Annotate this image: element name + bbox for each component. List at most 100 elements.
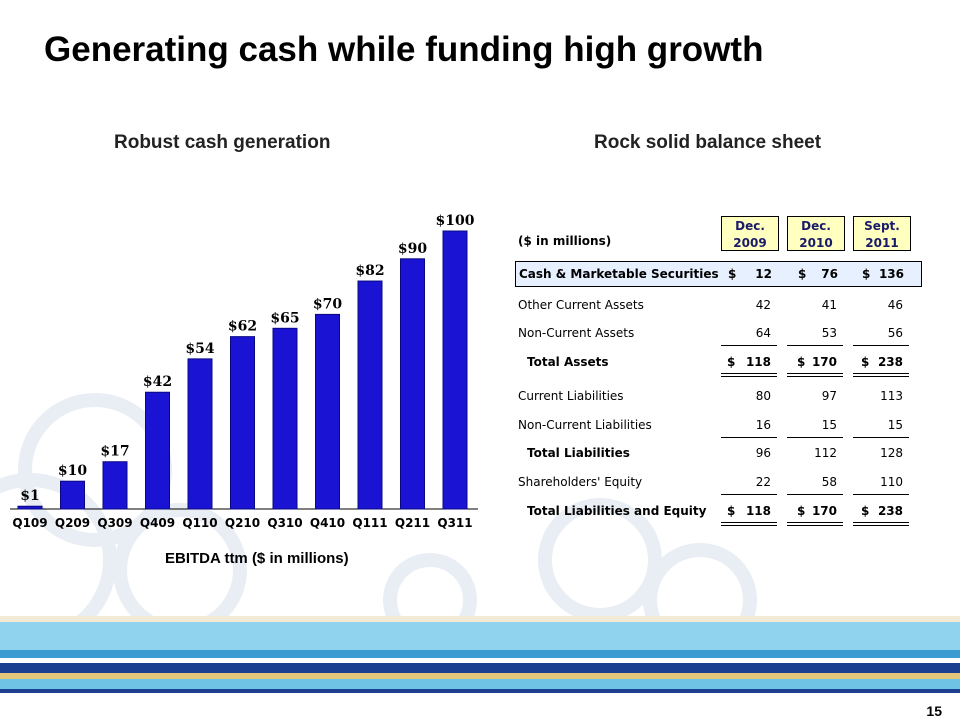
column-header-line1: Sept. (864, 219, 900, 233)
cell-2010: 15 (821, 418, 837, 432)
column-header-line2: 2009 (733, 236, 767, 250)
row-label: Other Current Assets (518, 298, 644, 312)
subtotal-rule (721, 494, 777, 495)
column-header-line1: Dec. (735, 219, 765, 233)
cell-2009: 16 (755, 418, 771, 432)
cell-2009: 96 (755, 446, 771, 460)
bar-Q311 (442, 230, 468, 510)
table-row-non-current-assets: Non-Current Assets 64 53 56 (515, 323, 920, 343)
data-label-Q309: $17 (100, 444, 129, 460)
data-label-Q310: $65 (270, 310, 299, 326)
tick-label-Q211: Q211 (395, 516, 430, 530)
tick-label-Q409: Q409 (140, 516, 175, 530)
tick-label-Q311: Q311 (437, 516, 472, 530)
total-double-rule (721, 373, 777, 377)
total-double-rule (787, 522, 843, 526)
subtotal-rule (721, 345, 777, 346)
data-label-Q311: $100 (436, 213, 475, 229)
cell-2011: 128 (880, 446, 903, 460)
data-label-Q110: $54 (185, 341, 214, 357)
cell-2010: 97 (821, 389, 837, 403)
row-label: Non-Current Assets (518, 326, 635, 340)
cell-2011: 110 (880, 475, 903, 489)
cell-2011: 46 (887, 298, 903, 312)
cell-2011: 113 (880, 389, 903, 403)
data-label-Q410: $70 (313, 296, 342, 312)
table-row-total-assets: Total Assets $118 $170 $238 (515, 352, 920, 372)
data-label-Q109: $1 (20, 488, 39, 504)
units-label: ($ in millions) (518, 234, 612, 248)
column-header-line1: Dec. (801, 219, 831, 233)
cell-2010: $76 (798, 267, 838, 281)
cell-2010: 41 (821, 298, 837, 312)
slide-title: Generating cash while funding high growt… (44, 30, 764, 69)
row-label: Total Liabilities (527, 446, 630, 460)
cell-2010: 112 (814, 446, 837, 460)
row-label: Total Assets (527, 355, 609, 369)
column-header-dec-2010: Dec. 2010 (787, 216, 845, 251)
table-row-non-current-liabilities: Non-Current Liabilities 16 15 15 (515, 415, 920, 435)
cell-2009: 42 (755, 298, 771, 312)
data-label-Q409: $42 (143, 374, 172, 390)
row-label: Cash & Marketable Securities (519, 267, 719, 281)
data-label-Q209: $10 (58, 463, 87, 479)
tick-label-Q410: Q410 (310, 516, 345, 530)
cell-2010: 58 (821, 475, 837, 489)
table-row-total-liabilities-equity: Total Liabilities and Equity $118 $170 $… (515, 501, 920, 521)
cell-2010: $170 (797, 504, 837, 518)
cell-2009: 64 (755, 326, 771, 340)
cell-2011: $136 (862, 267, 904, 281)
table-row-total-liabilities: Total Liabilities 96 112 128 (515, 443, 920, 463)
chart-heading: Robust cash generation (114, 132, 331, 153)
cell-2011: $238 (861, 355, 903, 369)
cell-2011: $238 (861, 504, 903, 518)
subtotal-rule (787, 494, 843, 495)
tick-label-Q110: Q110 (182, 516, 217, 530)
cell-2010: 53 (821, 326, 837, 340)
bar-Q111 (357, 280, 383, 510)
tick-label-Q210: Q210 (225, 516, 260, 530)
total-double-rule (853, 522, 909, 526)
tick-label-Q111: Q111 (352, 516, 387, 530)
bar-Q410 (315, 313, 340, 510)
column-header-line2: 2010 (799, 236, 833, 250)
row-label: Current Liabilities (518, 389, 624, 403)
total-double-rule (787, 373, 843, 377)
data-label-Q111: $82 (355, 263, 384, 279)
ebitda-bar-chart: $1 Q109 $10 Q209 $17 Q309 $42 Q409 $54 Q110 $62 Q21… (10, 213, 478, 530)
cell-2011: 56 (887, 326, 903, 340)
bar-Q209 (60, 480, 85, 510)
tick-label-Q209: Q209 (55, 516, 90, 530)
cell-2009: $118 (727, 504, 771, 518)
table-row-shareholders-equity: Shareholders' Equity 22 58 110 (515, 472, 920, 492)
total-double-rule (853, 373, 909, 377)
cell-2011: 15 (887, 418, 903, 432)
tick-label-Q309: Q309 (97, 516, 132, 530)
cell-2009: $12 (728, 267, 772, 281)
bar-Q211 (400, 258, 425, 510)
column-header-sept-2011: Sept. 2011 (853, 216, 911, 251)
table-row-other-current-assets: Other Current Assets 42 41 46 (515, 295, 920, 315)
subtotal-rule (721, 437, 777, 438)
row-label: Total Liabilities and Equity (527, 504, 707, 518)
table-row-cash: Cash & Marketable Securities $12 $76 $13… (515, 261, 922, 287)
row-label: Shareholders' Equity (518, 475, 643, 489)
tick-label-Q109: Q109 (12, 516, 47, 530)
bar-Q409 (145, 391, 170, 510)
data-label-Q211: $90 (398, 241, 427, 257)
subtotal-rule (787, 345, 843, 346)
subtotal-rule (853, 437, 909, 438)
cell-2009: 80 (755, 389, 771, 403)
bar-Q310 (272, 327, 298, 510)
page-number: 15 (926, 703, 942, 719)
bar-Q309 (102, 461, 128, 510)
bar-Q110 (187, 358, 213, 510)
table-row-current-liabilities: Current Liabilities 80 97 113 (515, 386, 920, 406)
row-label: Non-Current Liabilities (518, 418, 652, 432)
chart-xlabel: EBITDA ttm ($ in millions) (165, 550, 349, 567)
column-header-line2: 2011 (865, 236, 899, 250)
column-header-dec-2009: Dec. 2009 (721, 216, 779, 251)
subtotal-rule (787, 437, 843, 438)
table-heading: Rock solid balance sheet (594, 132, 822, 153)
